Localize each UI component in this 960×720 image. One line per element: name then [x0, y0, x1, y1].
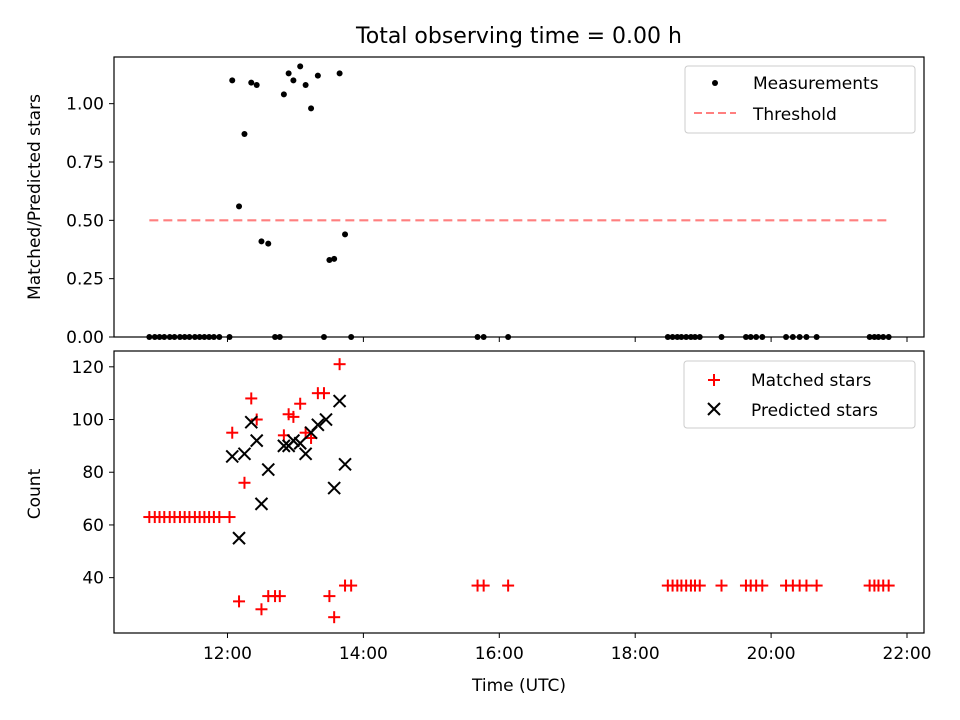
matched-star-point	[502, 579, 515, 592]
matched-star-point	[273, 590, 286, 603]
predicted-star-point	[254, 497, 269, 511]
predicted-star-point	[298, 447, 313, 461]
legend-predicted-label: Predicted stars	[751, 401, 878, 421]
predicted-star-point	[277, 439, 291, 453]
predicted-star-point	[338, 457, 352, 472]
measurement-point	[331, 255, 338, 262]
matched-star-point	[238, 476, 251, 489]
bottom-legend-box	[683, 360, 916, 429]
matched-star-point	[882, 579, 895, 592]
top-axes-frame	[113, 56, 925, 338]
matched-star-point	[213, 511, 226, 524]
matched-star-point	[233, 595, 246, 608]
predicted-star-point	[244, 415, 258, 429]
top-legend-box	[684, 65, 916, 134]
legend-measurements-label: Measurements	[753, 74, 879, 94]
matched-star-point	[333, 358, 346, 371]
matched-star-point	[810, 579, 823, 592]
bottom-x-tick-label: 22:00	[883, 644, 932, 664]
matched-star-point	[226, 426, 239, 439]
legend-predicted-marker	[707, 402, 721, 416]
matched-star-point	[245, 392, 258, 405]
figure-title: Total observing time = 0.00 h	[355, 24, 682, 49]
measurement-point	[248, 79, 255, 86]
predicted-star-point	[232, 531, 246, 545]
legend-matched-label: Matched stars	[751, 371, 871, 391]
bottom-x-axis-label: Time (UTC)	[471, 676, 566, 696]
top-y-ticks: 0.00 0.25 0.50 0.75 1.00	[66, 95, 114, 348]
matched-star-point	[317, 387, 330, 400]
top-legend: Measurements Threshold	[684, 65, 916, 134]
predicted-star-point	[293, 436, 307, 450]
bottom-panel: 40 60 80 100 120 12:00 14:00 16:00 18:00 20:00 22…	[25, 350, 932, 696]
measurement-point	[290, 77, 297, 84]
matched-star-point	[287, 410, 300, 423]
matched-star-point	[715, 579, 728, 592]
bottom-x-tick-label: 18:00	[611, 644, 660, 664]
measurement-point	[280, 91, 287, 98]
bottom-x-tick-label: 20:00	[747, 644, 796, 664]
bottom-y-tick-label: 80	[82, 463, 104, 483]
matched-star-point	[693, 579, 706, 592]
legend-measurement-marker	[712, 80, 718, 86]
matched-star-point	[328, 611, 341, 624]
bottom-y-ticks: 40 60 80 100 120	[72, 358, 114, 589]
top-y-tick-label: 0.50	[66, 211, 104, 231]
matched-star-point	[756, 579, 769, 592]
measurement-point	[253, 82, 260, 88]
measurement-point	[265, 240, 272, 247]
predicted-star-point	[249, 433, 264, 448]
bottom-y-tick-label: 120	[72, 358, 104, 378]
bottom-axes-frame	[113, 350, 925, 634]
predicted-star-point	[311, 418, 325, 432]
predicted-star-point	[261, 462, 275, 477]
measurement-point	[241, 131, 248, 137]
matched-star-point	[223, 511, 236, 524]
measurement-point	[308, 105, 315, 112]
predicted-star-point	[286, 433, 301, 448]
predicted-star-point	[319, 412, 333, 427]
matched-star-point	[800, 579, 813, 592]
legend-threshold-label: Threshold	[752, 105, 837, 125]
top-x-ticks	[226, 337, 908, 342]
bottom-y-axis-label: Count	[25, 468, 45, 519]
measurement-point	[336, 70, 343, 77]
top-y-tick-label: 0.00	[66, 328, 104, 348]
measurement-point	[236, 203, 243, 210]
matched-star-point	[345, 579, 358, 592]
predicted-star-point	[225, 449, 239, 464]
predicted-star-point	[327, 481, 341, 495]
measurement-point	[229, 77, 236, 84]
matched-star-point	[323, 590, 336, 603]
bottom-x-tick-label: 12:00	[203, 644, 252, 664]
bottom-y-tick-label: 60	[82, 516, 104, 536]
predicted-star-point	[237, 447, 252, 461]
bottom-x-tick-label: 14:00	[339, 644, 388, 664]
bottom-y-tick-label: 40	[82, 569, 104, 589]
bottom-legend: Matched stars Predicted stars	[683, 360, 916, 429]
bottom-x-tick-label: 16:00	[475, 644, 524, 664]
predicted-star-point	[332, 394, 347, 408]
top-y-axis-label: Matched/Predicted stars	[25, 94, 45, 300]
matched-star-point	[294, 397, 307, 410]
top-y-tick-label: 1.00	[66, 95, 104, 115]
bottom-marks	[143, 358, 895, 624]
measurement-point	[342, 231, 349, 238]
matched-star-point	[477, 579, 490, 592]
measurement-point	[297, 63, 304, 70]
measurement-point	[326, 257, 333, 263]
top-marks	[146, 63, 892, 340]
bottom-x-ticks: 12:00 14:00 16:00 18:00 20:00 22:00	[203, 633, 932, 664]
measurement-point	[285, 70, 292, 77]
measurement-point	[314, 72, 321, 79]
top-y-tick-label: 0.25	[66, 270, 104, 290]
legend-matched-marker	[708, 374, 720, 386]
bottom-y-tick-label: 100	[72, 411, 104, 431]
measurement-point	[258, 238, 265, 245]
matched-star-point	[255, 603, 268, 616]
top-y-tick-label: 0.75	[66, 153, 104, 173]
top-panel: 0.00 0.25 0.50 0.75 1.00 Matched/Predicted s…	[25, 56, 925, 348]
measurement-point	[302, 82, 309, 88]
